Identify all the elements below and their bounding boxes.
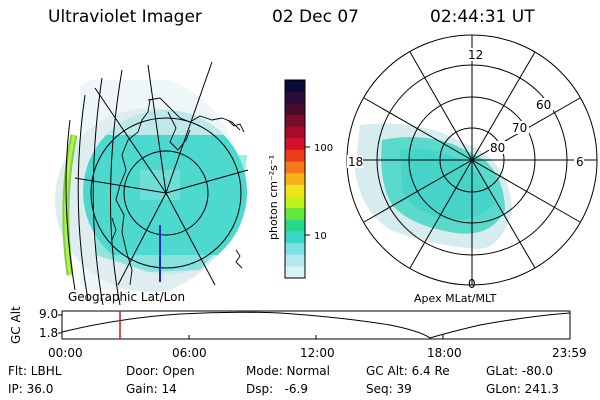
seq-info: Seq: 39: [366, 382, 412, 396]
timeline-ytick-1-8: 1.8: [39, 326, 58, 340]
colorbar-segment: [285, 161, 305, 174]
timeline-ytick-9: 9.0: [39, 307, 58, 321]
door-info: Door: Open: [126, 364, 195, 378]
timeline-ylabel: GC Alt: [9, 306, 23, 344]
dsp-info: Dsp: -6.9: [246, 382, 309, 396]
colorbar-segment: [285, 254, 305, 267]
colorbar-segment: [285, 208, 305, 221]
timeline-xtick-0000: 00:00: [48, 346, 83, 360]
ip-info: IP: 36.0: [8, 382, 54, 396]
mlt-label-0: 0: [468, 277, 476, 291]
mlt-label-18: 18: [348, 155, 363, 169]
colorbar-segment: [285, 231, 305, 244]
time-label: 02:44:31 UT: [430, 7, 535, 27]
altitude-curve: [61, 311, 571, 339]
colorbar-segment: [285, 80, 305, 93]
colorbar-segment: [285, 103, 305, 116]
timeline-xtick-0600: 06:00: [172, 346, 207, 360]
polar-panel-label: Apex MLat/MLT: [414, 292, 497, 305]
colorbar-segment: [285, 196, 305, 209]
colorbar-segment: [285, 126, 305, 139]
mode-info: Mode: Normal: [246, 364, 330, 378]
colorbar-segment: [285, 243, 305, 256]
timeline-xtick-2359: 23:59: [552, 346, 587, 360]
colorbar-segment: [285, 266, 305, 279]
gain-info: Gain: 14: [126, 382, 177, 396]
geographic-map: [55, 61, 249, 306]
colorbar-unit-label: photon cm⁻²s⁻¹: [267, 155, 280, 240]
instrument-title: Ultraviolet Imager: [48, 7, 202, 27]
colorbar-segment: [285, 149, 305, 163]
colorbar-tick-10: 10: [314, 231, 327, 242]
geo-panel-label: Geographic Lat/Lon: [68, 290, 185, 304]
timeline-xtick-1800: 18:00: [427, 346, 462, 360]
mlat-label-60: 60: [536, 98, 551, 112]
polar-map: 12 18 6 0 60 70 80: [346, 34, 598, 291]
colorbar-segment: [285, 184, 305, 197]
filter-info: Flt: LBHL: [8, 364, 62, 378]
colorbar: [284, 79, 306, 279]
colorbar-tick-100: 100: [314, 143, 333, 154]
timeline-xtick-1200: 12:00: [300, 346, 335, 360]
colorbar-segment: [285, 91, 305, 104]
mlt-label-6: 6: [576, 155, 584, 169]
glat-info: GLat: -80.0: [486, 364, 553, 378]
timeline-plot: [58, 310, 571, 340]
glon-info: GLon: 241.3: [486, 382, 559, 396]
colorbar-segment: [285, 173, 305, 186]
colorbar-frame: [284, 79, 306, 279]
colorbar-segment: [285, 114, 305, 128]
gc-alt-info: GC Alt: 6.4 Re: [366, 364, 450, 378]
mlt-label-12: 12: [468, 48, 483, 62]
colorbar-segment: [285, 219, 305, 232]
date-label: 02 Dec 07: [272, 7, 359, 27]
colorbar-segment: [285, 138, 305, 151]
mlat-label-70: 70: [512, 121, 527, 135]
mlat-label-80: 80: [490, 141, 505, 155]
